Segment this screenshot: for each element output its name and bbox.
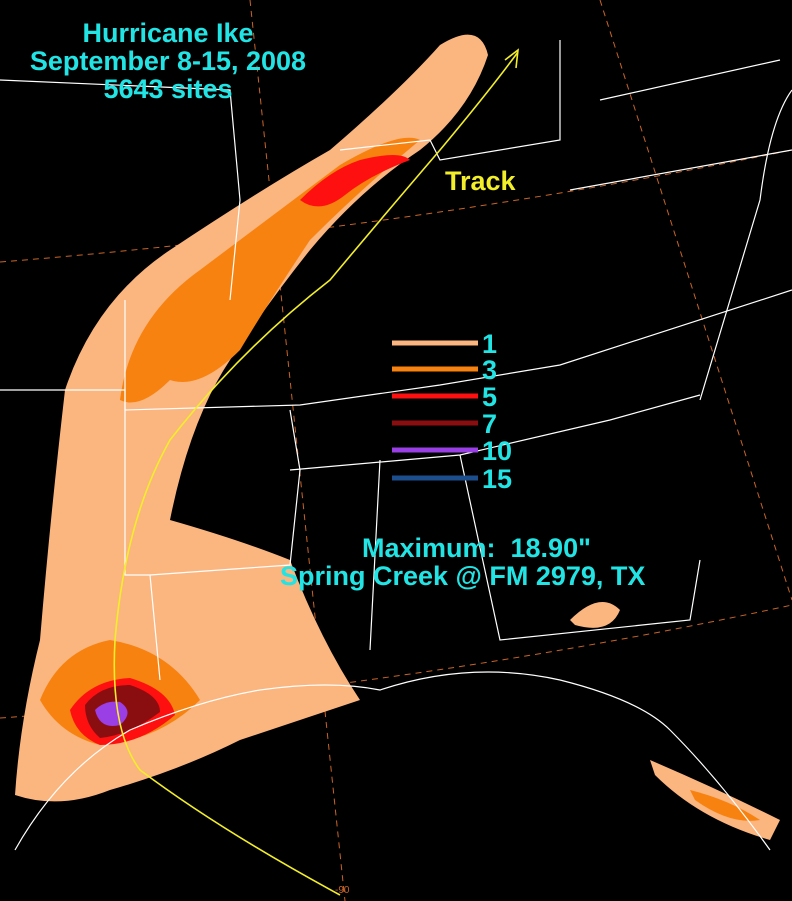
state-border (149, 409, 301, 576)
legend-label: 5 (482, 382, 497, 412)
longitude-line (599, 0, 792, 601)
maximum-location: Spring Creek @ FM 2979, TX (280, 561, 645, 591)
rain-5in (300, 155, 410, 207)
coastline (14, 671, 771, 851)
track-label: Track (445, 166, 517, 196)
state-border (124, 300, 161, 681)
maximum-value: Maximum: 18.90" (362, 533, 591, 563)
title-line: September 8-15, 2008 (30, 46, 306, 76)
rain-1in (15, 34, 488, 802)
state-borders (0, 40, 792, 851)
longitude-line (249, 0, 346, 901)
legend-label: 3 (482, 355, 497, 385)
state-border (569, 59, 792, 191)
legend-label: 10 (482, 436, 512, 466)
legend-label: 7 (482, 409, 497, 439)
title-line: Hurricane Ike (82, 18, 253, 48)
title-line: 5643 sites (103, 74, 232, 104)
longitude-label: -90 (335, 885, 350, 896)
storm-track (113, 51, 519, 896)
latitude-line (0, 149, 792, 263)
rain-1in (570, 602, 620, 628)
rain-3in (120, 137, 420, 403)
legend-label: 15 (482, 464, 512, 494)
rainfall (15, 34, 780, 840)
coastline (699, 89, 792, 401)
track-arrow (504, 48, 520, 69)
state-border (289, 394, 701, 471)
legend-label: 1 (482, 329, 497, 359)
state-border (0, 40, 561, 301)
state-border (369, 454, 701, 651)
